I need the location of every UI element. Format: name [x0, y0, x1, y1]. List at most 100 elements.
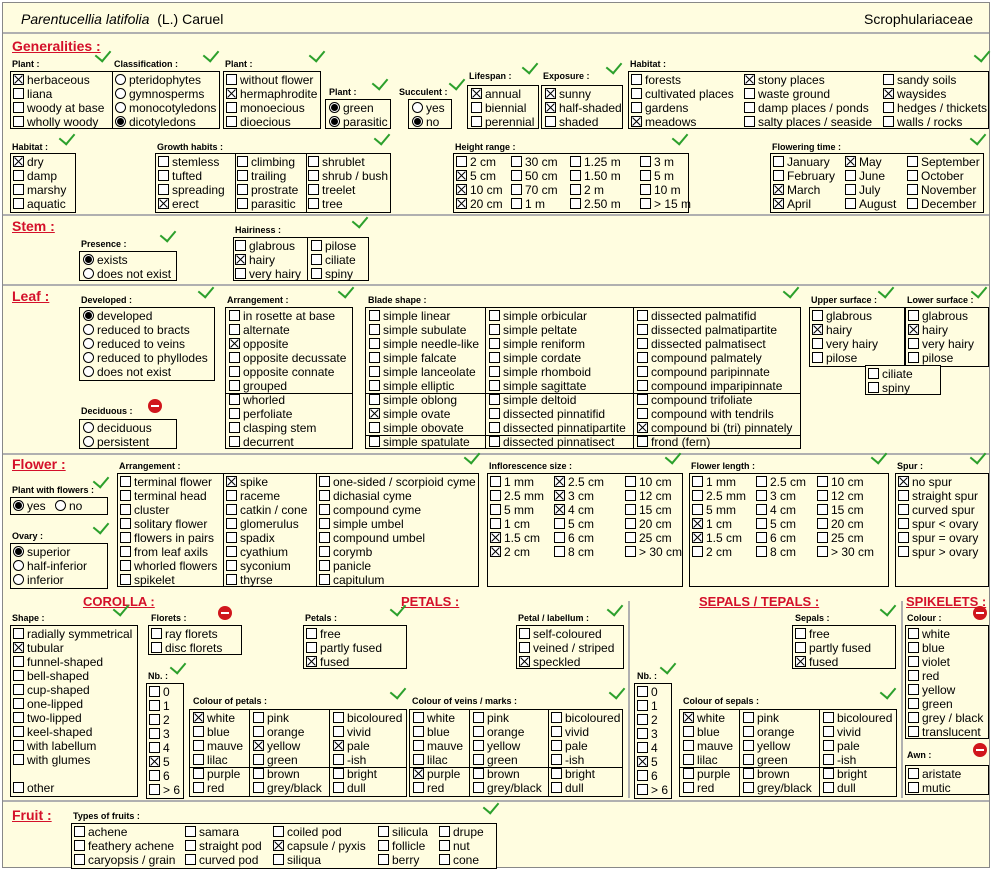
height-item[interactable]: 2 cm	[456, 155, 496, 169]
checkbox[interactable]	[489, 352, 500, 363]
checkbox[interactable]	[625, 518, 636, 529]
checkbox[interactable]	[570, 170, 581, 181]
blade-item[interactable]: simple sagittate	[489, 379, 586, 393]
checkbox[interactable]	[439, 840, 450, 851]
shape-item[interactable]: one-lipped	[13, 697, 83, 711]
checkbox[interactable]	[471, 102, 482, 113]
classification-item[interactable]: gymnosperms	[115, 87, 204, 101]
checkbox[interactable]	[13, 698, 24, 709]
checkbox[interactable]	[773, 170, 784, 181]
checkbox[interactable]	[253, 712, 264, 723]
growth-item[interactable]: erect	[158, 197, 199, 211]
checkbox[interactable]	[551, 712, 562, 723]
infl-item[interactable]: 3 cm	[554, 489, 594, 503]
checkbox[interactable]	[149, 700, 160, 711]
checkbox[interactable]	[13, 684, 24, 695]
col_vein-item[interactable]: orange	[473, 725, 524, 739]
radio-button[interactable]	[13, 546, 24, 557]
checkbox[interactable]	[229, 394, 240, 405]
growth-item[interactable]: tufted	[158, 169, 202, 183]
col_sep-item[interactable]: -ish	[823, 753, 856, 767]
blade-item[interactable]: simple linear	[369, 309, 450, 323]
fl_arr-item[interactable]: capitulum	[319, 573, 384, 587]
col_vein-item[interactable]: -ish	[551, 753, 584, 767]
checkbox[interactable]	[413, 768, 424, 779]
blade-item[interactable]: simple spatulate	[369, 435, 470, 449]
spur-item[interactable]: straight spur	[898, 489, 978, 503]
fruits-item[interactable]: follicle	[378, 839, 425, 853]
checkbox[interactable]	[637, 394, 648, 405]
checkbox[interactable]	[226, 574, 237, 585]
checkbox[interactable]	[13, 740, 24, 751]
checkbox[interactable]	[253, 740, 264, 751]
checkbox[interactable]	[226, 74, 237, 85]
checkbox[interactable]	[308, 184, 319, 195]
leaf_extra-item[interactable]: spiny	[868, 381, 910, 395]
growth-item[interactable]: prostrate	[237, 183, 298, 197]
checkbox[interactable]	[13, 170, 24, 181]
fl_len-item[interactable]: 5 cm	[756, 517, 796, 531]
col_pet-item[interactable]: -ish	[333, 753, 366, 767]
ovary-item[interactable]: half-inferior	[13, 559, 87, 573]
height-item[interactable]: 1.50 m	[570, 169, 621, 183]
checkbox[interactable]	[229, 324, 240, 335]
radio-button[interactable]	[412, 116, 423, 127]
checkbox[interactable]	[13, 670, 24, 681]
fruits-item[interactable]: silicula	[378, 825, 428, 839]
nb1-item[interactable]: 1	[149, 699, 170, 713]
height-item[interactable]: 2 m	[570, 183, 604, 197]
checkbox[interactable]	[369, 436, 380, 447]
nb2-item[interactable]: 4	[637, 741, 658, 755]
habitat1-item[interactable]: forests	[631, 73, 681, 87]
blade-item[interactable]: dissected pinnatipartite	[489, 421, 626, 435]
checkbox[interactable]	[545, 102, 556, 113]
checkbox[interactable]	[883, 102, 894, 113]
checkbox[interactable]	[490, 504, 501, 515]
checkbox[interactable]	[333, 740, 344, 751]
checkbox[interactable]	[640, 184, 651, 195]
arrangement-item[interactable]: alternate	[229, 323, 290, 337]
checkbox[interactable]	[795, 628, 806, 639]
plant1-item[interactable]: herbaceous	[13, 73, 90, 87]
plant2-item[interactable]: monoecious	[226, 101, 305, 115]
checkbox[interactable]	[907, 170, 918, 181]
classification-item[interactable]: dicotyledons	[115, 115, 196, 129]
fl_len-item[interactable]: 2.5 mm	[692, 489, 746, 503]
checkbox[interactable]	[229, 436, 240, 447]
checkbox[interactable]	[795, 656, 806, 667]
checkbox[interactable]	[319, 518, 330, 529]
checkbox[interactable]	[823, 726, 834, 737]
fruits-item[interactable]: straight pod	[185, 839, 262, 853]
arrangement-item[interactable]: whorled	[229, 393, 285, 407]
col_pet-item[interactable]: pale	[333, 739, 370, 753]
labellum-item[interactable]: speckled	[519, 655, 580, 669]
col_sep-item[interactable]: dull	[823, 781, 856, 795]
checkbox[interactable]	[226, 102, 237, 113]
checkbox[interactable]	[908, 642, 919, 653]
fl_len-item[interactable]: 20 cm	[817, 517, 864, 531]
checkbox[interactable]	[13, 88, 24, 99]
checkbox[interactable]	[185, 826, 196, 837]
checkbox[interactable]	[692, 490, 703, 501]
checkbox[interactable]	[253, 754, 264, 765]
checkbox[interactable]	[637, 380, 648, 391]
checkbox[interactable]	[637, 324, 648, 335]
checkbox[interactable]	[489, 366, 500, 377]
nb2-item[interactable]: 5	[637, 755, 658, 769]
checkbox[interactable]	[554, 490, 565, 501]
checkbox[interactable]	[756, 518, 767, 529]
florets-item[interactable]: ray florets	[151, 627, 218, 641]
col_sep-item[interactable]: pale	[823, 739, 860, 753]
checkbox[interactable]	[489, 394, 500, 405]
checkbox[interactable]	[744, 102, 755, 113]
spur-item[interactable]: spur = ovary	[898, 531, 978, 545]
col_vein-item[interactable]: dull	[551, 781, 584, 795]
checkbox[interactable]	[13, 642, 24, 653]
checkbox[interactable]	[333, 754, 344, 765]
checkbox[interactable]	[13, 74, 24, 85]
checkbox[interactable]	[545, 88, 556, 99]
checkbox[interactable]	[378, 854, 389, 865]
checkbox[interactable]	[640, 156, 651, 167]
col_sep-item[interactable]: brown	[743, 767, 790, 781]
checkbox[interactable]	[625, 476, 636, 487]
